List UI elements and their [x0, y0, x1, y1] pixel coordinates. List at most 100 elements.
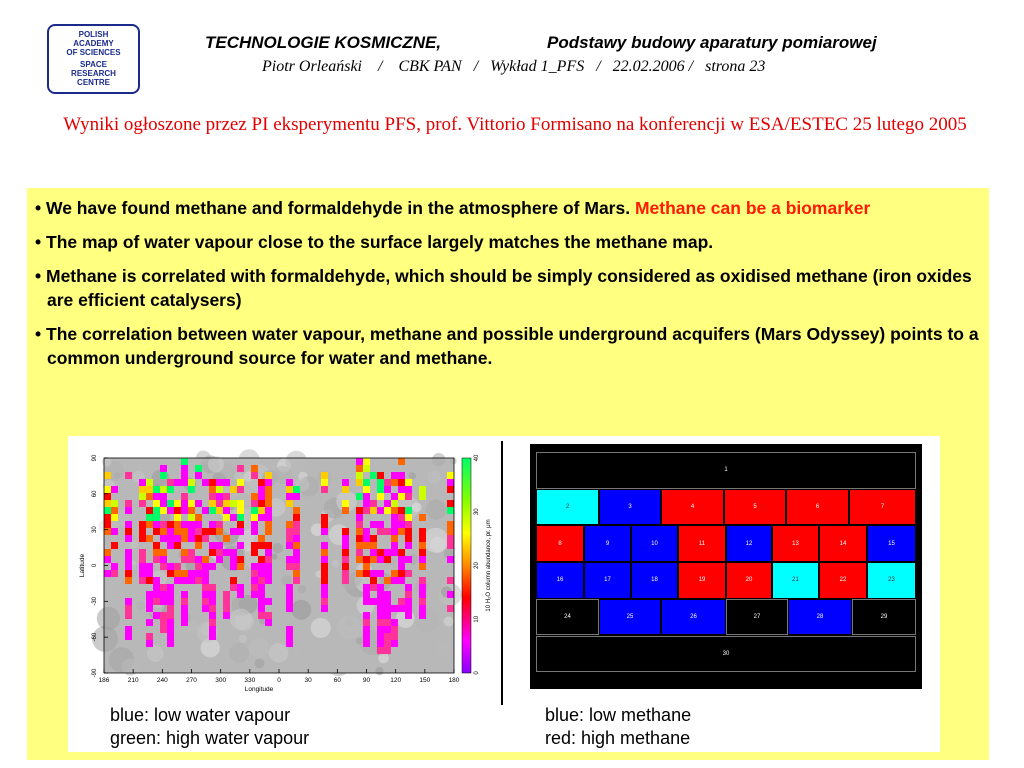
x-tick-label: 60	[334, 677, 342, 684]
data-cell	[293, 542, 300, 549]
data-cell	[104, 507, 111, 514]
data-cell	[321, 605, 328, 612]
data-cell	[265, 570, 272, 577]
data-cell	[377, 493, 384, 500]
data-cell	[167, 479, 174, 486]
methane-sector-8: 8	[536, 525, 584, 563]
data-cell	[370, 556, 377, 563]
data-cell	[146, 563, 153, 570]
bullet-item: • We have found methane and formaldehyde…	[35, 198, 871, 218]
data-cell	[139, 577, 146, 584]
terrain-shade	[285, 450, 308, 473]
data-cell	[405, 542, 412, 549]
data-cell	[188, 514, 195, 521]
x-tick-label: 150	[419, 677, 430, 684]
data-cell	[398, 549, 405, 556]
data-cell	[216, 507, 223, 514]
data-cell	[370, 521, 377, 528]
x-tick-label: 0	[277, 677, 281, 684]
data-cell	[153, 584, 160, 591]
data-cell	[174, 570, 181, 577]
data-cell	[139, 493, 146, 500]
data-cell	[356, 458, 363, 465]
data-cell	[125, 500, 132, 507]
terrain-shade	[450, 457, 457, 465]
data-cell	[398, 563, 405, 570]
data-cell	[160, 521, 167, 528]
data-cell	[363, 542, 370, 549]
data-cell	[209, 563, 216, 570]
data-cell	[293, 507, 300, 514]
data-cell	[223, 605, 230, 612]
data-cell	[202, 598, 209, 605]
data-cell	[195, 535, 202, 542]
data-cell	[384, 598, 391, 605]
data-cell	[258, 507, 265, 514]
data-cell	[391, 605, 398, 612]
data-cell	[209, 507, 216, 514]
terrain-shade	[427, 470, 441, 484]
data-cell	[293, 556, 300, 563]
data-cell	[356, 556, 363, 563]
data-cell	[153, 591, 160, 598]
data-cell	[321, 570, 328, 577]
data-cell	[174, 563, 181, 570]
terrain-shade	[293, 647, 302, 656]
data-cell	[265, 507, 272, 514]
data-cell	[216, 556, 223, 563]
data-cell	[111, 486, 118, 493]
data-cell	[377, 472, 384, 479]
data-cell	[167, 500, 174, 507]
data-cell	[104, 521, 111, 528]
data-cell	[146, 507, 153, 514]
data-cell	[398, 528, 405, 535]
data-cell	[377, 486, 384, 493]
data-cell	[293, 563, 300, 570]
data-cell	[265, 542, 272, 549]
slide-title: Wyniki ogłoszone przez PI eksperymentu P…	[63, 114, 967, 135]
course-header: TECHNOLOGIE KOSMICZNE, Podstawy budowy a…	[205, 33, 985, 53]
data-cell	[321, 542, 328, 549]
figure-divider	[501, 441, 503, 705]
data-cell	[181, 465, 188, 472]
data-cell	[370, 507, 377, 514]
data-cell	[321, 598, 328, 605]
data-cell	[258, 514, 265, 521]
data-cell	[216, 500, 223, 507]
data-cell	[405, 570, 412, 577]
data-cell	[139, 563, 146, 570]
data-cell	[363, 626, 370, 633]
data-cell	[286, 640, 293, 647]
data-cell	[237, 542, 244, 549]
data-cell	[174, 521, 181, 528]
y-tick-label: 60	[92, 490, 98, 497]
data-cell	[370, 598, 377, 605]
x-tick-label: 300	[215, 677, 226, 684]
data-cell	[188, 577, 195, 584]
data-cell	[216, 542, 223, 549]
x-tick-label: 186	[99, 677, 110, 684]
data-cell	[160, 612, 167, 619]
x-tick-label: 240	[157, 677, 168, 684]
data-cell	[391, 633, 398, 640]
data-cell	[251, 584, 258, 591]
data-cell	[202, 563, 209, 570]
data-cell	[342, 535, 349, 542]
data-cell	[265, 619, 272, 626]
data-cell	[104, 528, 111, 535]
methane-sector-20: 20	[726, 562, 772, 599]
data-cell	[447, 535, 454, 542]
data-cell	[342, 570, 349, 577]
colorbar-tick-label: 30	[474, 508, 480, 515]
methane-sector-17: 17	[584, 562, 631, 599]
data-cell	[230, 500, 237, 507]
data-cell	[370, 584, 377, 591]
methane-sector-1: 1	[536, 452, 916, 489]
data-cell	[104, 549, 111, 556]
data-cell	[258, 591, 265, 598]
data-cell	[146, 486, 153, 493]
data-cell	[419, 535, 426, 542]
data-cell	[384, 528, 391, 535]
data-cell	[398, 458, 405, 465]
